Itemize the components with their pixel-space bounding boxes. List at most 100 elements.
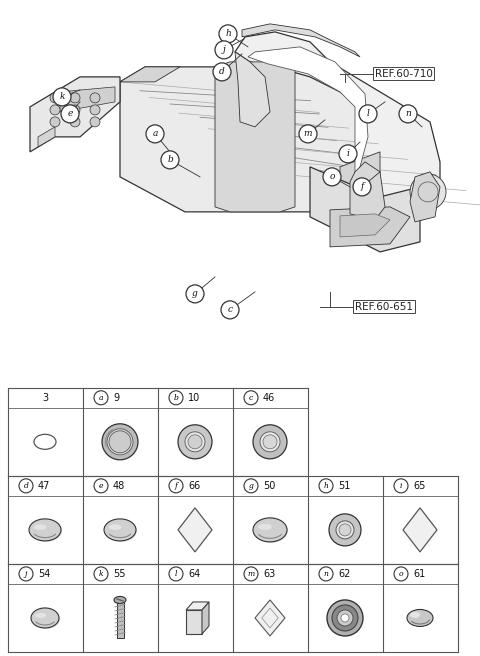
Text: 62: 62 (338, 569, 350, 579)
Text: 54: 54 (38, 569, 50, 579)
Text: 10: 10 (188, 393, 200, 403)
Text: b: b (174, 394, 179, 401)
Text: k: k (59, 92, 65, 102)
Text: o: o (329, 173, 335, 181)
Circle shape (61, 105, 79, 123)
Ellipse shape (104, 519, 136, 541)
Circle shape (94, 567, 108, 581)
Ellipse shape (109, 524, 121, 530)
Polygon shape (350, 162, 385, 220)
Circle shape (260, 432, 280, 452)
Text: 47: 47 (38, 481, 50, 491)
Circle shape (221, 301, 239, 319)
Text: REF.60-651: REF.60-651 (355, 302, 413, 312)
Circle shape (70, 105, 80, 115)
Circle shape (19, 567, 33, 581)
Circle shape (102, 424, 138, 460)
Circle shape (90, 93, 100, 103)
Circle shape (323, 168, 341, 186)
Text: REF.60-710: REF.60-710 (375, 69, 433, 79)
Circle shape (169, 391, 183, 405)
Text: g: g (249, 482, 253, 490)
Circle shape (244, 479, 258, 493)
Circle shape (188, 435, 202, 449)
Circle shape (178, 425, 212, 459)
Circle shape (94, 479, 108, 493)
Circle shape (146, 125, 164, 143)
Text: k: k (99, 570, 103, 578)
Text: f: f (360, 182, 364, 192)
Polygon shape (120, 67, 180, 82)
Circle shape (161, 151, 179, 169)
Circle shape (319, 567, 333, 581)
Text: 55: 55 (113, 569, 125, 579)
Text: m: m (304, 129, 312, 138)
Circle shape (107, 429, 133, 455)
Polygon shape (60, 87, 115, 112)
Text: h: h (225, 30, 231, 39)
Circle shape (410, 174, 446, 210)
Ellipse shape (30, 520, 62, 542)
Circle shape (418, 182, 438, 202)
Polygon shape (410, 172, 440, 222)
Text: j: j (223, 45, 226, 54)
Ellipse shape (34, 434, 56, 449)
Polygon shape (255, 600, 285, 636)
Circle shape (244, 567, 258, 581)
Text: f: f (175, 482, 178, 490)
Polygon shape (248, 47, 368, 177)
Text: j: j (25, 570, 27, 578)
Ellipse shape (105, 520, 137, 542)
Circle shape (336, 521, 354, 539)
Polygon shape (30, 77, 120, 152)
Text: 61: 61 (413, 569, 425, 579)
Text: e: e (67, 110, 72, 118)
Bar (186, 610, 202, 634)
Circle shape (263, 435, 277, 449)
Circle shape (359, 105, 377, 123)
Text: 64: 64 (188, 569, 200, 579)
Circle shape (19, 479, 33, 493)
Text: e: e (99, 482, 103, 490)
Polygon shape (178, 508, 212, 552)
Text: a: a (152, 129, 158, 138)
Polygon shape (120, 67, 380, 212)
Polygon shape (186, 602, 209, 610)
Circle shape (109, 431, 131, 453)
Ellipse shape (35, 613, 47, 618)
Circle shape (319, 479, 333, 493)
Ellipse shape (34, 524, 47, 530)
Text: 63: 63 (263, 569, 275, 579)
Ellipse shape (258, 524, 272, 530)
Ellipse shape (407, 609, 433, 626)
Circle shape (53, 88, 71, 106)
Text: m: m (247, 570, 254, 578)
Circle shape (329, 514, 361, 546)
Text: 48: 48 (113, 481, 125, 491)
Text: 65: 65 (413, 481, 425, 491)
Text: n: n (324, 570, 328, 578)
Ellipse shape (29, 519, 61, 541)
Polygon shape (215, 62, 295, 212)
Text: d: d (219, 68, 225, 76)
Text: a: a (99, 394, 103, 401)
Circle shape (169, 479, 183, 493)
Polygon shape (330, 207, 410, 247)
Text: 66: 66 (188, 481, 200, 491)
Circle shape (339, 145, 357, 163)
Circle shape (332, 605, 358, 631)
Text: i: i (400, 482, 402, 490)
Circle shape (394, 479, 408, 493)
Text: l: l (367, 110, 370, 118)
Text: l: l (175, 570, 177, 578)
Polygon shape (242, 24, 360, 57)
Circle shape (219, 25, 237, 43)
Circle shape (253, 425, 287, 459)
Text: 46: 46 (263, 393, 275, 403)
Text: c: c (228, 306, 232, 314)
Text: b: b (167, 155, 173, 165)
Ellipse shape (114, 596, 126, 604)
Circle shape (70, 93, 80, 103)
Polygon shape (38, 127, 55, 147)
Polygon shape (310, 167, 420, 252)
